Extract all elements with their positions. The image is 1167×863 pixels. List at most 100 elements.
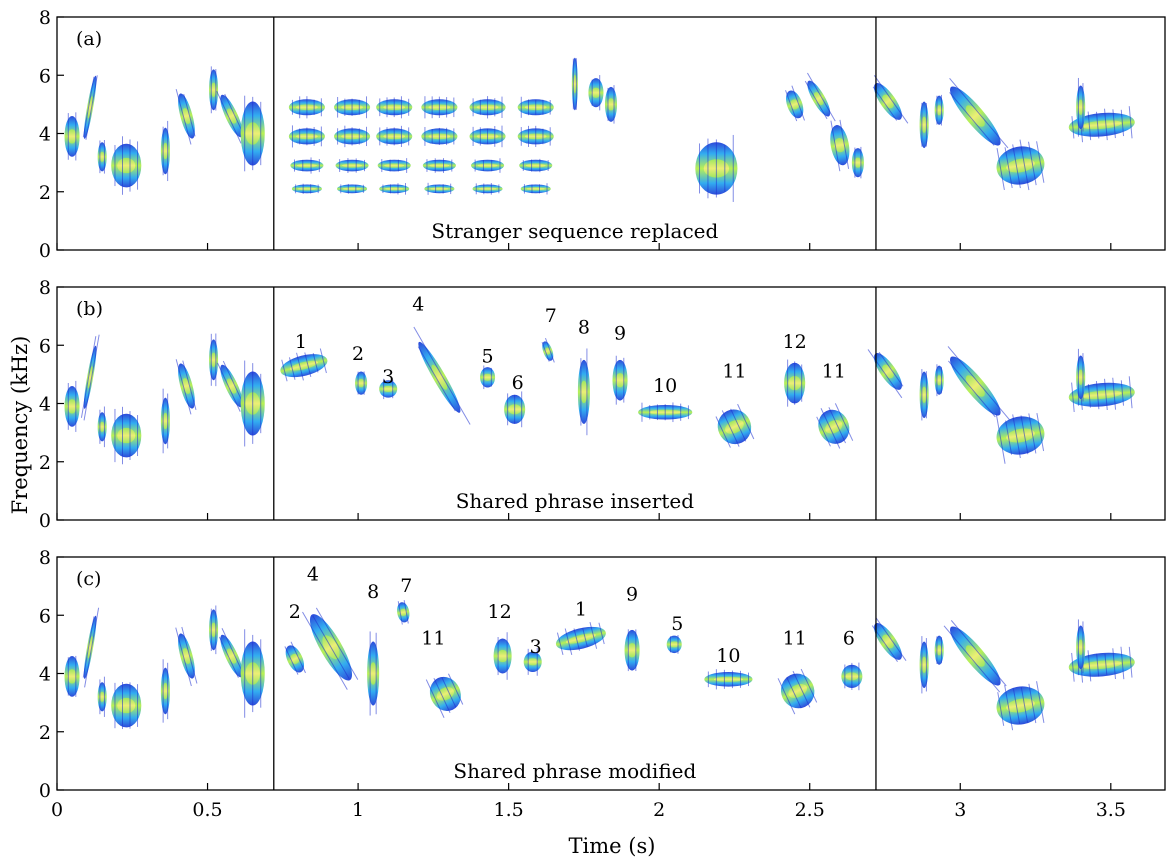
spectrogram-syllable [175,359,197,415]
syllable-number-label: 7 [400,575,412,597]
spectrogram-syllable [82,75,98,140]
spectrogram-syllable [577,348,590,436]
spectrogram-syllable [555,622,606,655]
spectrogram-syllable [519,158,553,173]
spectrogram-syllable [517,125,554,147]
x-tick-label: 3.5 [1096,799,1126,821]
spectrogram-syllable [1076,348,1086,406]
syllable-number-label: 5 [482,346,494,368]
syllable-number-label: 11 [722,360,746,382]
syllable-number-label: 1 [295,331,307,353]
spectrogram-syllable [919,101,929,149]
spectrogram-syllable [588,75,604,111]
y-tick-label: 4 [39,394,51,416]
syllable-number-label: 9 [614,322,626,344]
spectrogram-syllable [871,617,907,662]
spectrogram-syllable [376,125,413,147]
spectrogram-syllable [804,72,836,122]
spectrogram-syllable [111,682,142,730]
spectrogram-syllable [995,413,1045,464]
spectrogram-syllable [160,388,170,454]
syllable-number-label: 12 [783,331,807,353]
spectrogram-syllable [996,139,1045,191]
syllable-number-label: 6 [512,372,524,394]
y-tick-label: 8 [39,547,51,569]
spectrogram-syllable [520,183,551,195]
spectrogram-syllable [160,659,170,723]
spectrogram-syllable [209,66,219,114]
spectrogram-syllable [1068,376,1135,413]
spectrogram-syllable [934,94,944,126]
spectrogram-syllable [541,337,555,363]
x-tick-label: 1.5 [494,799,524,821]
spectrogram-syllable [480,365,496,390]
spectrogram-syllable [1076,619,1086,676]
spectrogram-syllable [111,136,142,195]
spectrogram-syllable [334,96,371,119]
spectrogram-syllable [704,669,753,690]
spectrogram-syllable [841,662,863,691]
syllable-number-label: 12 [488,601,512,623]
syllable-number-label: 6 [843,627,855,649]
spectrogram-syllable [638,402,693,423]
panel-frame [56,16,1166,251]
spectrogram-syllable [209,333,219,387]
spectrogram-syllable [949,77,1009,149]
y-tick-label: 2 [39,452,51,474]
x-tick-label: 1 [352,799,364,821]
syllable-number-label: 1 [575,598,587,620]
syllable-number-label: 11 [421,627,445,649]
spectrogram-syllable [422,158,456,173]
spectrogram-syllable [851,146,864,179]
spectrogram-syllable [947,346,1010,421]
spectrogram-syllable [290,157,324,174]
spectrogram-syllable [97,676,107,717]
spectrogram-syllable [367,631,380,716]
spectrogram-syllable [80,334,100,421]
spectrogram-syllable [376,96,413,119]
spectrogram-syllable [209,605,219,655]
spectrogram-syllable [504,391,526,428]
spectrogram-syllable [64,380,80,432]
spectrogram-syllable [97,140,107,174]
spectrogram-syllable [943,620,1007,693]
spectrogram-syllable [334,125,371,148]
panel-letter: (b) [76,298,103,320]
x-tick-label: 3 [954,799,966,821]
spectrogram-syllable [377,158,411,173]
spectrogram-syllable [288,96,325,119]
spectrogram-syllable [379,183,410,195]
spectrogram-syllable [337,183,368,194]
spectrogram-syllable [160,120,170,182]
panel-a: 0 2 4 6 8 (a) Stranger sequence replaced [39,7,1166,262]
y-tick-label: 0 [39,510,51,532]
spectrogram-syllable [867,349,904,399]
x-tick-label: 0 [51,799,63,821]
spectrogram-syllable [64,655,80,697]
syllable-number-label: 4 [307,563,319,585]
spectrogram-syllable [64,112,80,161]
y-tick-label: 6 [39,605,51,627]
spectrogram-syllable [175,89,196,145]
syllable-number-label: 9 [626,584,638,606]
y-tick-label: 6 [39,65,51,87]
spectrogram-syllable [421,96,458,119]
spectrogram-syllable [355,371,368,395]
spectrogram-syllable [413,326,471,425]
spectrogram-syllable [523,647,542,676]
spectrogram-syllable [785,85,805,122]
y-tick-label: 8 [39,277,51,299]
y-tick-label: 4 [39,664,51,686]
spectrogram-syllable [996,681,1045,731]
panel-frame [56,286,1166,521]
syllable-number-label: 4 [412,293,424,315]
panel-caption: Shared phrase modified [453,759,696,783]
y-tick-label: 2 [39,722,51,744]
x-tick-label: 2.5 [795,799,825,821]
panel-caption: Stranger sequence replaced [431,219,718,243]
spectrogram-syllable [82,607,100,688]
spectrogram-syllable [397,600,410,625]
spectrogram-syllable [624,629,640,672]
